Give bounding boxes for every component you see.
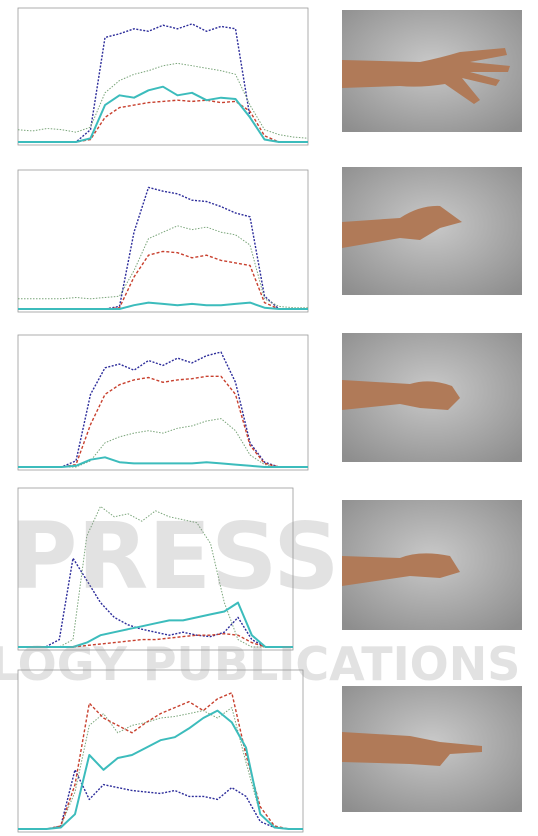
watermark: PRESS (10, 503, 340, 610)
figure: PRESS LOGY PUBLICATIONS (0, 0, 538, 836)
chart (18, 670, 303, 832)
chart (18, 170, 308, 312)
plot-frame (18, 335, 308, 470)
chart (18, 8, 308, 145)
photo (342, 686, 522, 812)
chart (18, 335, 308, 470)
photo (342, 10, 522, 132)
photo (342, 167, 522, 295)
watermark: LOGY PUBLICATIONS (0, 637, 520, 691)
photo (342, 333, 522, 462)
photo (342, 500, 522, 630)
plot-frame (18, 8, 308, 145)
figure-canvas: PRESS LOGY PUBLICATIONS (0, 0, 538, 836)
